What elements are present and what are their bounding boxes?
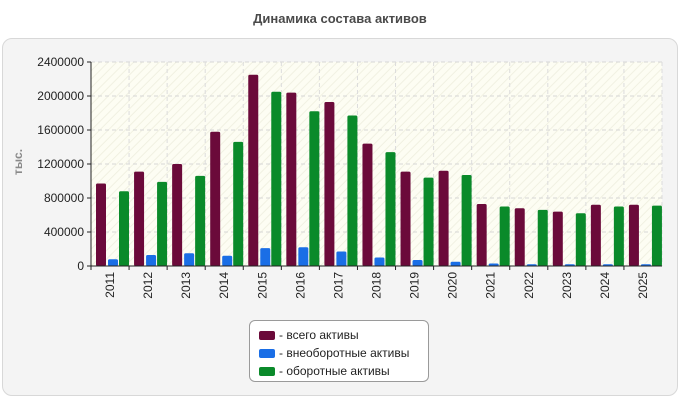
x-tick-label: 2015 [255, 272, 269, 299]
bar-total-assets [590, 204, 601, 266]
legend-label: - оборотные активы [279, 364, 390, 378]
bar-noncurrent-assets [298, 247, 309, 266]
x-tick-label: 2022 [522, 272, 536, 299]
x-tick-label: 2021 [484, 272, 498, 299]
bar-current-assets [119, 191, 129, 266]
y-tick-label: 0 [77, 259, 84, 273]
bar-total-assets [96, 183, 106, 266]
x-tick-label: 2020 [446, 272, 460, 299]
legend-item: - оборотные активы [259, 362, 428, 380]
legend-label: - всего активы [279, 328, 359, 342]
bar-noncurrent-assets [336, 251, 347, 266]
bar-noncurrent-assets [146, 254, 157, 266]
bar-total-assets [628, 204, 639, 266]
bar-total-assets [552, 211, 563, 266]
bar-total-assets [362, 143, 373, 266]
y-tick-label: 1200000 [37, 157, 84, 171]
legend-item: - внеоборотные активы [259, 344, 428, 362]
x-tick-label: 2011 [103, 272, 117, 298]
chart-title: Динамика состава активов [253, 11, 427, 26]
bar-noncurrent-assets [184, 253, 195, 266]
bar-current-assets [499, 206, 510, 266]
y-tick-label: 2000000 [37, 89, 84, 103]
x-tick-label: 2017 [331, 272, 345, 299]
bar-noncurrent-assets [412, 260, 423, 266]
legend-item: - всего активы [259, 326, 428, 344]
bar-current-assets [461, 175, 472, 266]
bar-noncurrent-assets [488, 263, 499, 266]
bar-current-assets [347, 115, 358, 266]
bar-total-assets [286, 92, 297, 266]
bar-noncurrent-assets [108, 259, 118, 266]
legend: - всего активы - внеоборотные активы - обо… [249, 320, 429, 382]
x-tick-label: 2025 [636, 272, 650, 299]
y-tick-label: 2400000 [37, 55, 84, 69]
y-tick-label: 1600000 [37, 123, 84, 137]
legend-swatch [259, 348, 275, 358]
bar-noncurrent-assets [450, 261, 461, 266]
bar-total-assets [400, 171, 411, 266]
plot-area [91, 62, 662, 266]
bar-noncurrent-assets [260, 248, 271, 266]
bar-current-assets [537, 209, 548, 266]
bar-current-assets [271, 91, 282, 266]
bar-total-assets [248, 74, 259, 266]
legend-swatch [259, 330, 275, 340]
x-tick-label: 2013 [179, 272, 193, 299]
x-tick-label: 2012 [141, 272, 155, 299]
y-tick-label: 800000 [44, 191, 84, 205]
bar-total-assets [210, 131, 221, 266]
bar-total-assets [514, 208, 525, 266]
y-axis-label: тыс. [11, 149, 25, 175]
bar-noncurrent-assets [374, 257, 385, 266]
bar-current-assets [157, 181, 168, 266]
bar-total-assets [476, 203, 487, 266]
bar-total-assets [324, 101, 335, 266]
bar-current-assets [575, 213, 586, 266]
x-tick-label: 2016 [293, 272, 307, 299]
bar-total-assets [438, 170, 449, 266]
bar-total-assets [172, 164, 183, 266]
legend-label: - внеоборотные активы [279, 346, 410, 360]
x-tick-label: 2024 [598, 272, 612, 299]
bar-current-assets [195, 175, 206, 266]
x-tick-label: 2023 [560, 272, 574, 299]
bar-total-assets [134, 171, 145, 266]
bar-current-assets [423, 177, 434, 266]
bar-noncurrent-assets [222, 255, 233, 266]
bar-current-assets [233, 141, 244, 266]
x-tick-label: 2018 [370, 272, 384, 299]
x-tick-label: 2014 [217, 272, 231, 299]
bar-current-assets [309, 111, 320, 266]
bar-current-assets [651, 205, 662, 266]
y-tick-label: 400000 [44, 225, 84, 239]
bar-current-assets [613, 206, 624, 266]
x-tick-label: 2019 [408, 272, 422, 299]
bar-current-assets [385, 152, 396, 266]
legend-swatch [259, 366, 275, 376]
